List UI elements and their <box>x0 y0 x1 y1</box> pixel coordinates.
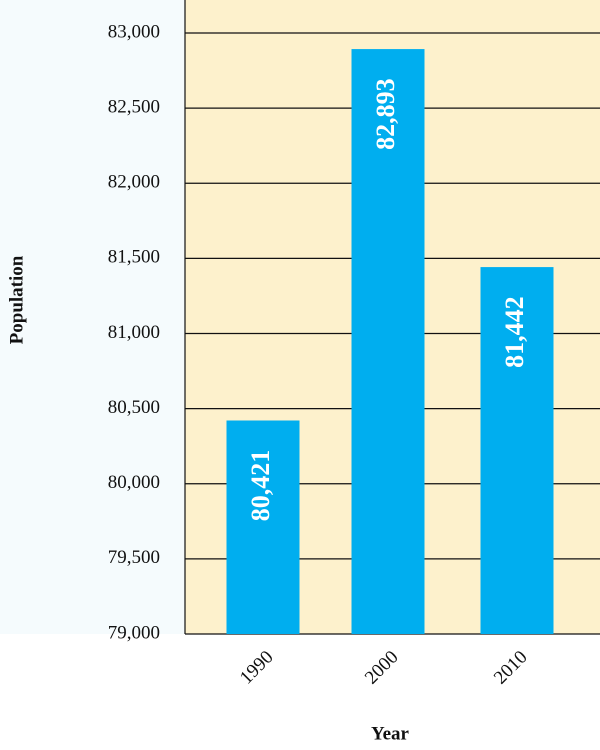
value-label: 82,893 <box>371 78 400 150</box>
y-tick-label: 80,000 <box>108 472 160 493</box>
bar <box>226 420 300 634</box>
y-axis-label: Population <box>6 255 27 344</box>
bar <box>351 49 425 634</box>
x-tick-label: 1990 <box>236 647 278 689</box>
bar <box>480 267 554 634</box>
x-tick-label: 2010 <box>490 647 532 689</box>
y-tick-label: 80,500 <box>108 397 160 418</box>
y-tick-label: 81,500 <box>108 247 160 268</box>
value-label: 81,442 <box>500 296 529 368</box>
y-tick-label: 82,000 <box>108 172 160 193</box>
y-tick-label: 83,000 <box>108 21 160 42</box>
x-tick-label: 2000 <box>361 647 403 689</box>
y-tick-label: 79,500 <box>108 547 160 568</box>
value-label: 80,421 <box>246 450 275 522</box>
y-tick-label: 79,000 <box>108 622 160 643</box>
y-tick-label: 81,000 <box>108 322 160 343</box>
left-background <box>0 0 185 634</box>
x-axis-label: Year <box>371 723 410 744</box>
y-tick-label: 82,500 <box>108 96 160 117</box>
